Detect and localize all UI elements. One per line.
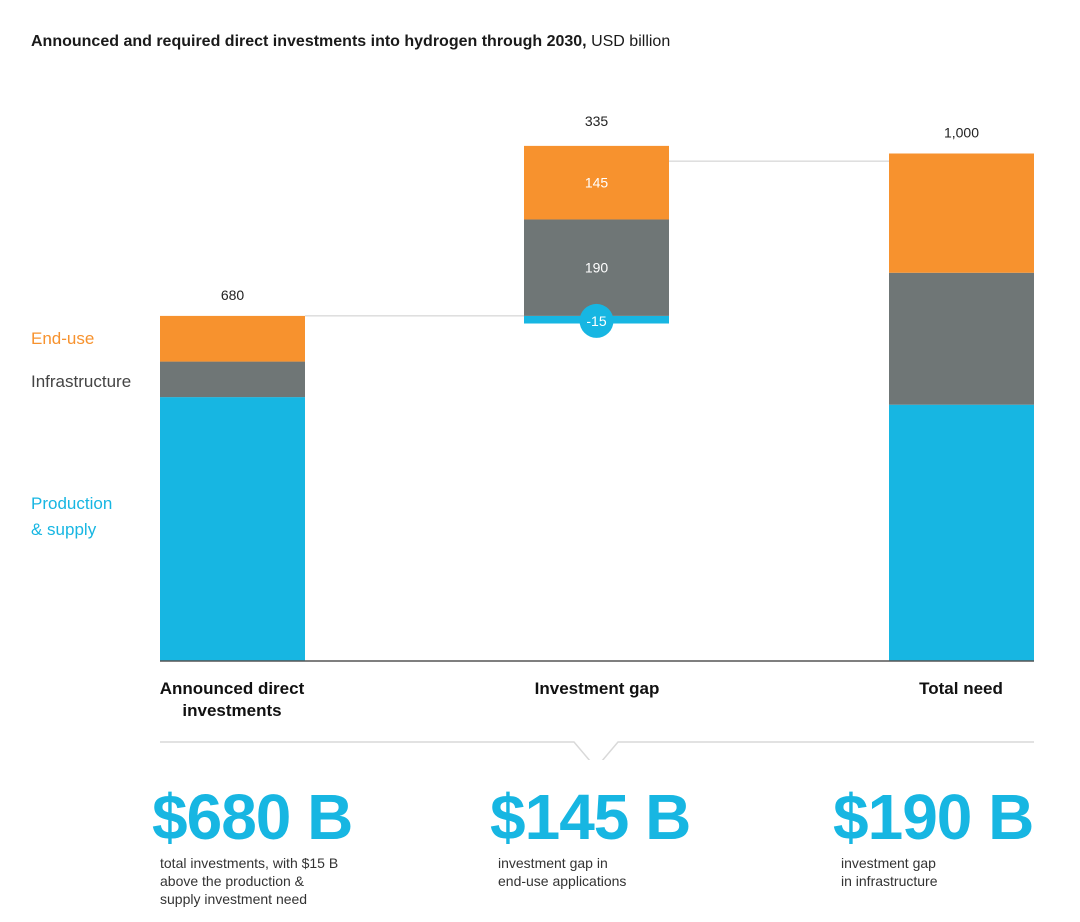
stat-infrastructure-gap-desc: investment gap in infrastructure	[841, 855, 938, 889]
legend-end-use: End-use	[31, 329, 94, 348]
stat-end-use-gap-desc: investment gap in end-use applications	[498, 855, 627, 889]
bar-2-production	[889, 404, 1034, 661]
category-label-0-line-0: Announced direct	[160, 679, 305, 698]
chart-title: Announced and required direct investment…	[31, 33, 670, 51]
stat-announced-desc: total investments, with $15 B above the …	[160, 855, 339, 907]
bar-0-end-use	[160, 315, 305, 362]
bar-0-production	[160, 397, 305, 661]
total-label-total-need: 1,000	[944, 125, 979, 141]
stat-infrastructure-gap-value: $190 B	[833, 781, 1034, 853]
stat-infrastructure-gap: $190 B investment gap in infrastructure	[833, 781, 1034, 890]
data-label-production-gap: -15	[586, 313, 606, 329]
bar-2-infrastructure	[889, 272, 1034, 405]
total-label-gap: 335	[585, 113, 609, 129]
category-label-0-line-1: investments	[182, 701, 281, 720]
bar-2-end-use	[889, 153, 1034, 273]
chart-title-main: Announced and required direct investment…	[31, 33, 587, 50]
stat-announced-value: $680 B	[152, 781, 353, 853]
stat-end-use-gap: $145 B investment gap in end-use applica…	[490, 781, 691, 890]
waterfall-chart: 145 190 -15 680 335 1,000 Announced direct inve…	[31, 113, 1034, 760]
data-label-infrastructure-gap: 190	[585, 260, 609, 276]
stat-announced: $680 B total investments, with $15 B abo…	[152, 781, 353, 908]
legend-production-line2: & supply	[31, 520, 97, 539]
bar-1-end-use	[524, 145, 669, 220]
legend-production-line1: Production	[31, 494, 112, 513]
data-label-end-use-gap: 145	[585, 175, 609, 191]
legend-infrastructure: Infrastructure	[31, 372, 131, 391]
total-label-announced: 680	[221, 287, 245, 303]
bar-0-infrastructure	[160, 361, 305, 398]
negative-badge	[579, 303, 614, 338]
category-label-2-line-0: Total need	[919, 679, 1003, 698]
callout-divider	[160, 741, 1034, 760]
category-label-1-line-0: Investment gap	[535, 679, 660, 698]
stat-end-use-gap-value: $145 B	[490, 781, 691, 853]
chart-title-unit: USD billion	[591, 33, 671, 50]
bar-1-infrastructure	[524, 219, 669, 316]
